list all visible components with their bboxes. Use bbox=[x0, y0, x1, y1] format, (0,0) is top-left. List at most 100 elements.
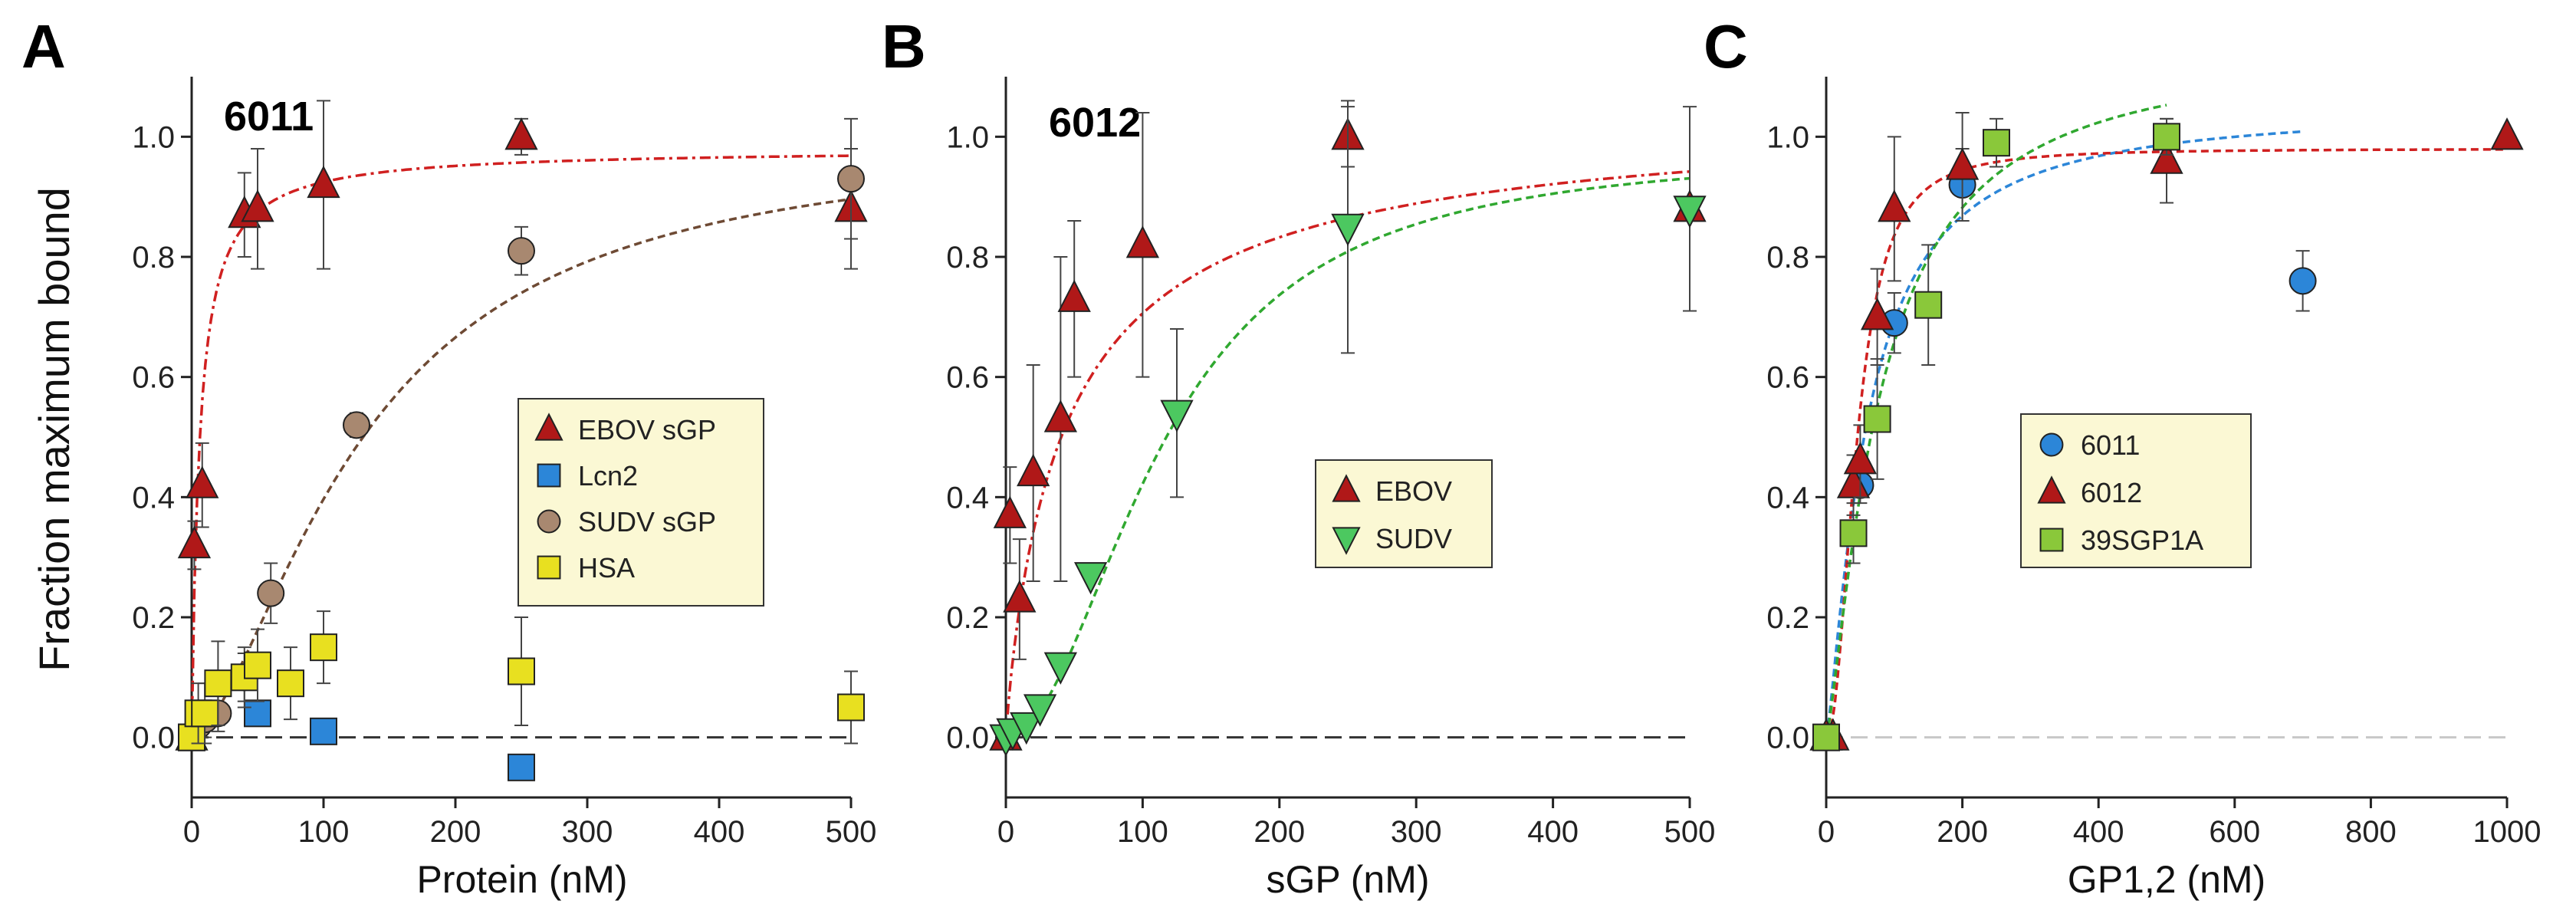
panel-a-hsa-point bbox=[191, 699, 219, 728]
panel-a-fits bbox=[190, 154, 852, 739]
panel-a-letter: A bbox=[21, 12, 66, 81]
panel-c-legend-entries: 6011 6012 39SGP1A bbox=[2037, 429, 2203, 556]
panel-a-legend: EBOV sGP Lcn2 SUDV sGP HSA bbox=[518, 398, 764, 607]
panel-c-marks bbox=[1809, 112, 2524, 751]
panel-b-legend-marker-sudv bbox=[1332, 527, 1361, 555]
panel-a-legend-label-hsa: HSA bbox=[578, 552, 635, 584]
panel-b-ebov-point bbox=[1057, 279, 1091, 312]
panel-c-fit-39sgp1a bbox=[1825, 104, 2167, 738]
panel-a-axes: 0.0 0.2 0.4 0.6 0.8 1.0 0 100 200 300 400 500 bbox=[132, 77, 876, 849]
panel-a-x-tick-label: 400 bbox=[694, 815, 745, 849]
panel-b-sudv-point bbox=[1010, 712, 1043, 745]
panel-b-x-tick-label: 0 bbox=[997, 815, 1014, 849]
panel-c-y-tick-label: 0.6 bbox=[1766, 361, 1809, 395]
panel-a-hsa-point bbox=[837, 693, 865, 722]
panel-b-sudv-point bbox=[1023, 694, 1057, 727]
panel-a-x-tick-label: 500 bbox=[826, 815, 877, 849]
panel-b-legend-label-ebov: EBOV bbox=[1375, 475, 1452, 507]
panel-c-39sgp1a-point bbox=[1812, 723, 1840, 751]
panel-b-sudv-point bbox=[1160, 399, 1194, 432]
panel-c-letter: C bbox=[1704, 12, 1748, 81]
panel-a-ebov-sgp-point bbox=[307, 165, 340, 199]
panel-a-hsa-point bbox=[244, 651, 271, 679]
panel-a-sudv-sgp-point bbox=[508, 237, 535, 265]
panel-c-x-tick-label: 200 bbox=[1937, 815, 1988, 849]
panel-c-y-tick-label: 0.8 bbox=[1766, 241, 1809, 275]
panel-c-6012-point bbox=[2490, 117, 2524, 150]
panel-a-lcn2-point bbox=[508, 753, 535, 781]
panel-c-fit-6011 bbox=[1825, 130, 2303, 738]
panel-b-legend-marker-ebov bbox=[1332, 474, 1361, 502]
panel-a-fit-sudv-sgp bbox=[191, 197, 852, 739]
panel-a-hsa-point bbox=[277, 669, 304, 698]
panel-a-fit-ebov-sgp bbox=[190, 154, 851, 738]
panel-b-title: 6012 bbox=[1049, 100, 1141, 146]
panel-b-x-tick-label: 400 bbox=[1527, 815, 1579, 849]
panel-b-y-tick-label: 1.0 bbox=[946, 120, 989, 154]
panel-b-legend-entries: EBOV SUDV bbox=[1332, 474, 1452, 555]
panel-a-ebov-sgp-point bbox=[241, 189, 274, 222]
panel-c-6012-point bbox=[1860, 298, 1894, 330]
panel-a-lcn2-point bbox=[244, 699, 271, 728]
panel-b-sudv-point bbox=[1043, 652, 1077, 685]
panel-b-ebov-point bbox=[1003, 580, 1037, 613]
panel-b-ebov-point bbox=[1125, 225, 1160, 258]
panel-c-6012-point bbox=[1878, 189, 1911, 222]
panel-c-y-tick-label: 0.0 bbox=[1766, 722, 1809, 755]
panel-b-legend: EBOV SUDV bbox=[1315, 459, 1493, 568]
panel-a-hsa-point bbox=[310, 633, 337, 662]
panel-a-x-tick-label: 300 bbox=[562, 815, 613, 849]
panel-b-fit-sudv bbox=[1005, 176, 1691, 739]
panel-c-39sgp1a-point bbox=[2153, 123, 2180, 151]
panel-c-legend: 6011 6012 39SGP1A bbox=[2020, 413, 2252, 568]
panel-b-sudv-point bbox=[1673, 196, 1707, 228]
panel-c-6011-point bbox=[2288, 267, 2317, 295]
panel-a-legend-marker-lcn2 bbox=[537, 463, 561, 488]
panel-b-y-tick-label: 0.6 bbox=[946, 361, 989, 395]
panel-b-sudv-point bbox=[1331, 213, 1365, 247]
panel-c-legend-label-6012: 6012 bbox=[2081, 477, 2142, 508]
panel-a-x-axis-label: Protein (nM) bbox=[416, 858, 627, 901]
panel-c-39sgp1a-point bbox=[1839, 519, 1868, 547]
panel-c-39sgp1a-point bbox=[1983, 129, 2010, 157]
panel-c-6012-point bbox=[1945, 147, 1980, 180]
panel-a-marks bbox=[175, 100, 868, 781]
panel-b-x-tick-label: 200 bbox=[1254, 815, 1305, 849]
panel-a-legend-label-ebov-sgp: EBOV sGP bbox=[578, 414, 716, 445]
panel-a-y-tick-label: 0.4 bbox=[132, 481, 175, 515]
panel-b: B 6012 0.0 0.2 0.4 0.6 0.8 1.0 0 100 200 300 400 50… bbox=[882, 12, 1715, 901]
panel-c-x-tick-label: 1000 bbox=[2473, 815, 2542, 849]
panel-a-legend-marker-hsa bbox=[537, 555, 561, 580]
panel-a-legend-label-lcn2: Lcn2 bbox=[578, 460, 638, 492]
panel-a-legend-entries: EBOV sGP Lcn2 SUDV sGP HSA bbox=[534, 413, 716, 584]
panel-c-x-axis-label: GP1,2 (nM) bbox=[2068, 858, 2266, 901]
panel-b-ebov-point bbox=[993, 495, 1027, 528]
panel-c-x-tick-label: 800 bbox=[2345, 815, 2397, 849]
panel-a-legend-marker-sudv-sgp bbox=[537, 509, 561, 534]
panel-b-legend-label-sudv: SUDV bbox=[1375, 523, 1452, 554]
panel-b-sudv-point bbox=[1073, 562, 1108, 595]
panel-c-6012-point bbox=[1843, 442, 1878, 475]
panel-b-letter: B bbox=[882, 12, 926, 81]
panel-c-y-tick-label: 1.0 bbox=[1766, 120, 1809, 154]
panel-a-y-tick-label: 0.8 bbox=[132, 241, 175, 275]
panel-b-marks bbox=[989, 100, 1707, 757]
panel-c-legend-marker-6012 bbox=[2037, 475, 2066, 504]
panel-a-ebov-sgp-point bbox=[186, 465, 219, 498]
panel-a-hsa-point bbox=[178, 723, 205, 751]
panel-c-y-tick-label: 0.4 bbox=[1766, 481, 1809, 515]
y-axis-label: Fraction maximum bound bbox=[30, 187, 78, 672]
panel-a-sudv-sgp-point bbox=[343, 411, 370, 439]
panel-b-y-tick-label: 0.4 bbox=[946, 481, 989, 515]
panel-c-39sgp1a-point bbox=[1914, 291, 1943, 319]
panel-b-y-tick-label: 0.0 bbox=[946, 722, 989, 755]
panel-a: A 6011 0.0 0.2 0.4 0.6 0.8 1.0 0 100 200 300 400 50… bbox=[21, 12, 876, 901]
panel-a-y-tick-label: 1.0 bbox=[132, 120, 175, 154]
panel-b-ebov-point bbox=[1017, 453, 1050, 487]
panel-c: C 0.0 0.2 0.4 0.6 0.8 1.0 0 200 400 600 800 1000 GP… bbox=[1704, 12, 2541, 901]
panel-a-x-tick-label: 0 bbox=[183, 815, 200, 849]
panel-a-legend-label-sudv-sgp: SUDV sGP bbox=[578, 506, 716, 538]
panel-c-legend-marker-6011 bbox=[2039, 432, 2064, 457]
panel-a-x-tick-label: 200 bbox=[430, 815, 481, 849]
